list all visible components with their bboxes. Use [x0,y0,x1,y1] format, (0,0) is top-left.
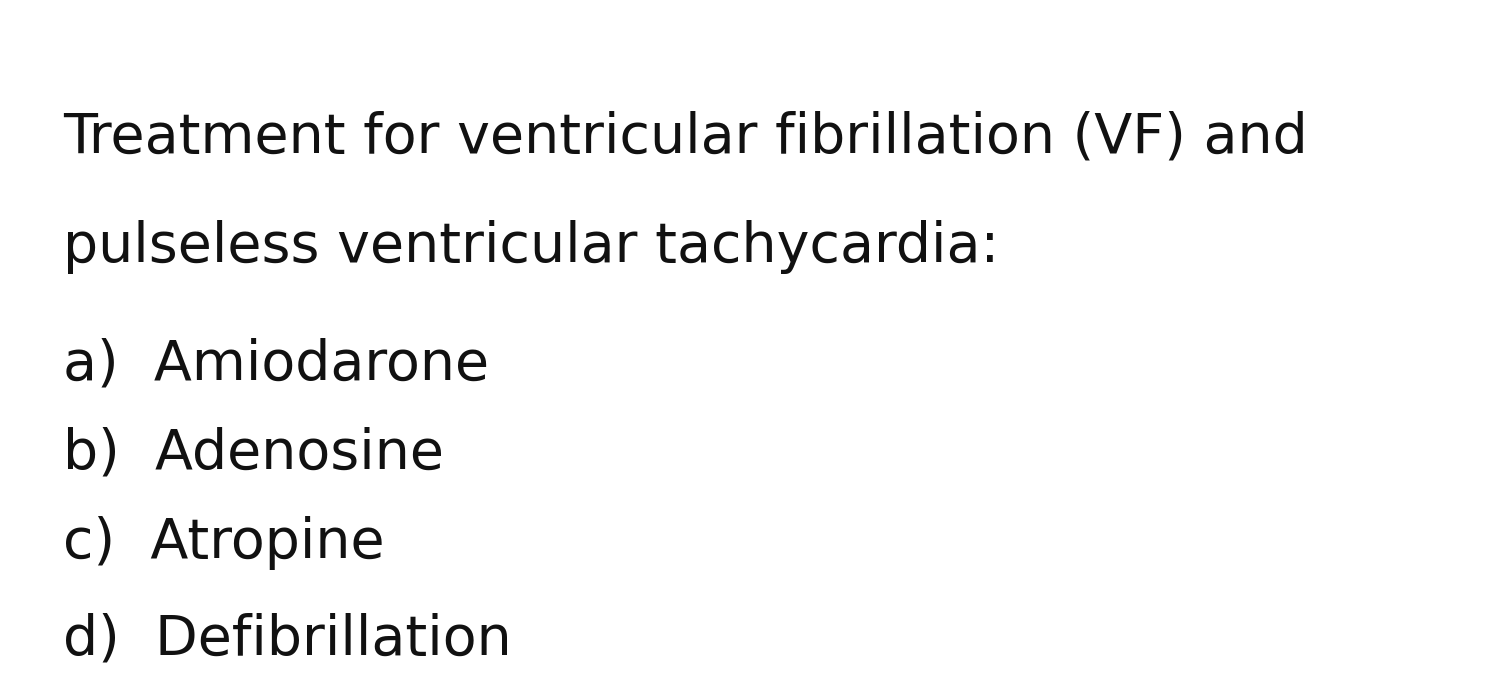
Text: c)  Atropine: c) Atropine [63,516,384,570]
Text: Treatment for ventricular fibrillation (VF) and: Treatment for ventricular fibrillation (… [63,110,1308,164]
Text: pulseless ventricular tachycardia:: pulseless ventricular tachycardia: [63,220,999,274]
Text: b)  Adenosine: b) Adenosine [63,427,444,480]
Text: d)  Defibrillation: d) Defibrillation [63,612,512,666]
Text: a)  Amiodarone: a) Amiodarone [63,337,489,391]
